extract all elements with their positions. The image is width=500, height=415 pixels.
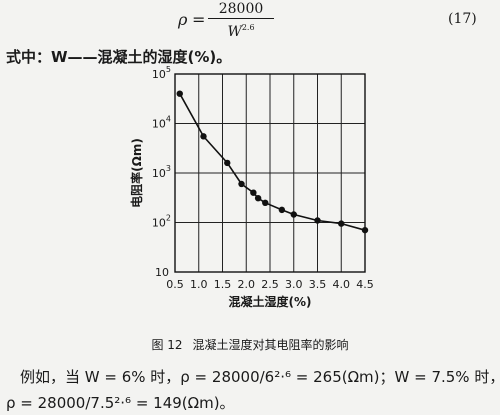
data-point [238, 180, 245, 188]
equation-number: (17) [448, 11, 477, 27]
data-point [200, 133, 207, 140]
formula-equals: = [192, 10, 206, 29]
y-tick-label: 102 [152, 214, 171, 230]
x-tick-label: 1.0 [190, 278, 208, 291]
y-tick-label: 10 [155, 266, 169, 279]
x-tick-label: 0.5 [166, 278, 184, 291]
x-tick-label: 2.5 [261, 278, 279, 291]
y-tick-label: 103 [152, 164, 171, 180]
example-line-1: 例如，当 W = 6% 时，ρ = 28000/6²·⁶ = 265(Ωm)；W… [20, 368, 500, 386]
data-point [361, 226, 369, 234]
data-point [314, 217, 321, 224]
formula-denominator-base: W [227, 24, 242, 40]
x-tick-label: 4.0 [333, 278, 351, 291]
figure-caption: 图 12 混凝土湿度对其电阻率的影响 [0, 336, 500, 353]
example-line-2: ρ = 28000/7.5²·⁶ = 149(Ωm)。 [6, 394, 235, 412]
x-tick-label: 4.5 [356, 278, 374, 291]
data-point [290, 211, 297, 218]
formula-17: ρ = 28000 W2.6 (17) [0, 0, 500, 44]
x-tick-label: 1.5 [214, 278, 232, 291]
data-point [250, 189, 257, 196]
formula-denominator: W2.6 [206, 20, 276, 40]
y-tick-label: 105 [152, 65, 171, 81]
figure-title: 混凝土湿度对其电阻率的影响 [192, 338, 349, 352]
data-point [224, 159, 231, 167]
figure-number: 图 12 [151, 338, 183, 352]
data-point [176, 90, 183, 97]
data-point [262, 199, 269, 207]
x-tick-label: 3.0 [285, 278, 303, 291]
x-tick-label: 3.5 [309, 278, 327, 291]
fraction-bar [208, 18, 274, 19]
x-tick-label: 2.0 [238, 278, 256, 291]
data-point [278, 206, 286, 214]
where-line: 式中：W——混凝土的湿度(%)。 [6, 48, 232, 66]
formula-numerator: 28000 [218, 1, 264, 17]
formula-denominator-exp: 2.6 [241, 23, 255, 32]
data-point [254, 194, 262, 202]
data-point [338, 220, 345, 227]
y-tick-label: 104 [152, 115, 171, 131]
y-axis-label: 电阻率(Ωm) [129, 138, 144, 208]
formula-rho: ρ [178, 10, 188, 29]
plot-frame [174, 73, 366, 273]
formula-fraction: 28000 W2.6 [206, 1, 276, 40]
x-axis-label: 混凝土湿度(%) [229, 294, 312, 309]
series-line [179, 93, 366, 231]
